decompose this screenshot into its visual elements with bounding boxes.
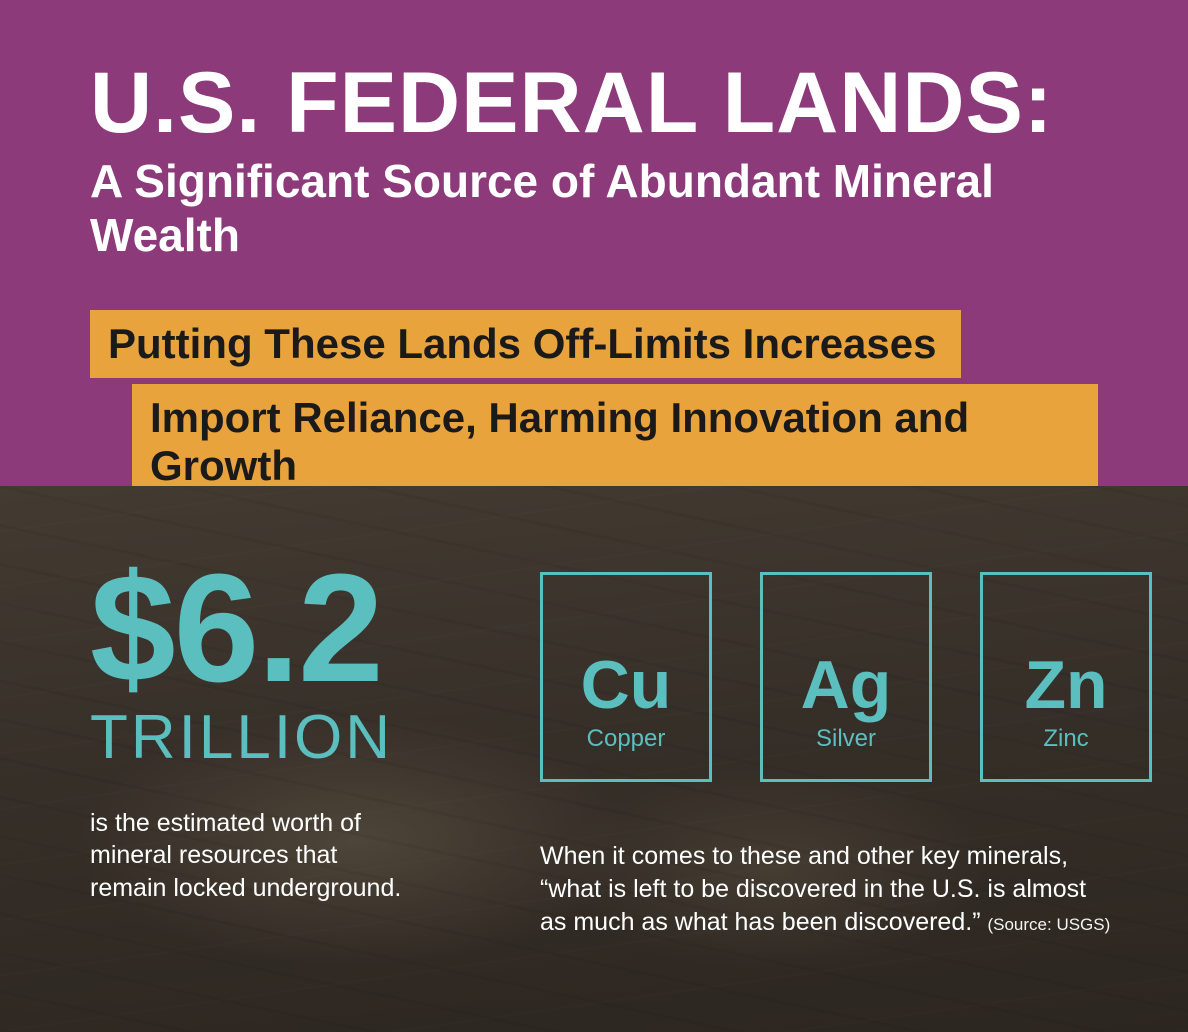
stat-value: $6.2 [90,558,480,700]
stat-column: $6.2 TRILLION is the estimated worth of … [90,558,480,972]
element-symbol: Ag [801,651,892,719]
highlight-line-1: Putting These Lands Off-Limits Increases [90,310,961,378]
header-section: U.S. FEDERAL LANDS: A Significant Source… [0,0,1188,486]
quote-line: as much as what has been discovered.” [540,908,987,936]
element-name: Zinc [1043,725,1088,753]
stat-description: is the estimated worth of mineral resour… [90,807,480,905]
stats-content: $6.2 TRILLION is the estimated worth of … [0,486,1188,1032]
page-subtitle: A Significant Source of Abundant Mineral… [90,154,1098,262]
stats-section: $6.2 TRILLION is the estimated worth of … [0,486,1188,1032]
elements-column: Cu Copper Ag Silver Zn Zinc When it come… [480,558,1152,972]
stat-desc-line: remain locked underground. [90,874,401,902]
element-silver: Ag Silver [760,572,932,782]
element-zinc: Zn Zinc [980,572,1152,782]
highlight-line-2: Import Reliance, Harming Innovation and … [132,384,1098,500]
element-symbol: Zn [1024,651,1107,719]
quote-line: When it comes to these and other key min… [540,842,1068,870]
quote-text: When it comes to these and other key min… [540,840,1152,939]
element-symbol: Cu [581,651,672,719]
highlight-callout: Putting These Lands Off-Limits Increases… [90,310,1098,500]
quote-source: (Source: USGS) [987,915,1110,934]
page-title: U.S. FEDERAL LANDS: [90,60,1098,146]
element-name: Silver [816,725,876,753]
element-copper: Cu Copper [540,572,712,782]
stat-desc-line: mineral resources that [90,841,337,869]
quote-line: “what is left to be discovered in the U.… [540,875,1086,903]
element-name: Copper [587,725,666,753]
stat-unit: TRILLION [90,702,480,773]
stat-desc-line: is the estimated worth of [90,809,361,837]
periodic-elements-row: Cu Copper Ag Silver Zn Zinc [540,572,1152,782]
